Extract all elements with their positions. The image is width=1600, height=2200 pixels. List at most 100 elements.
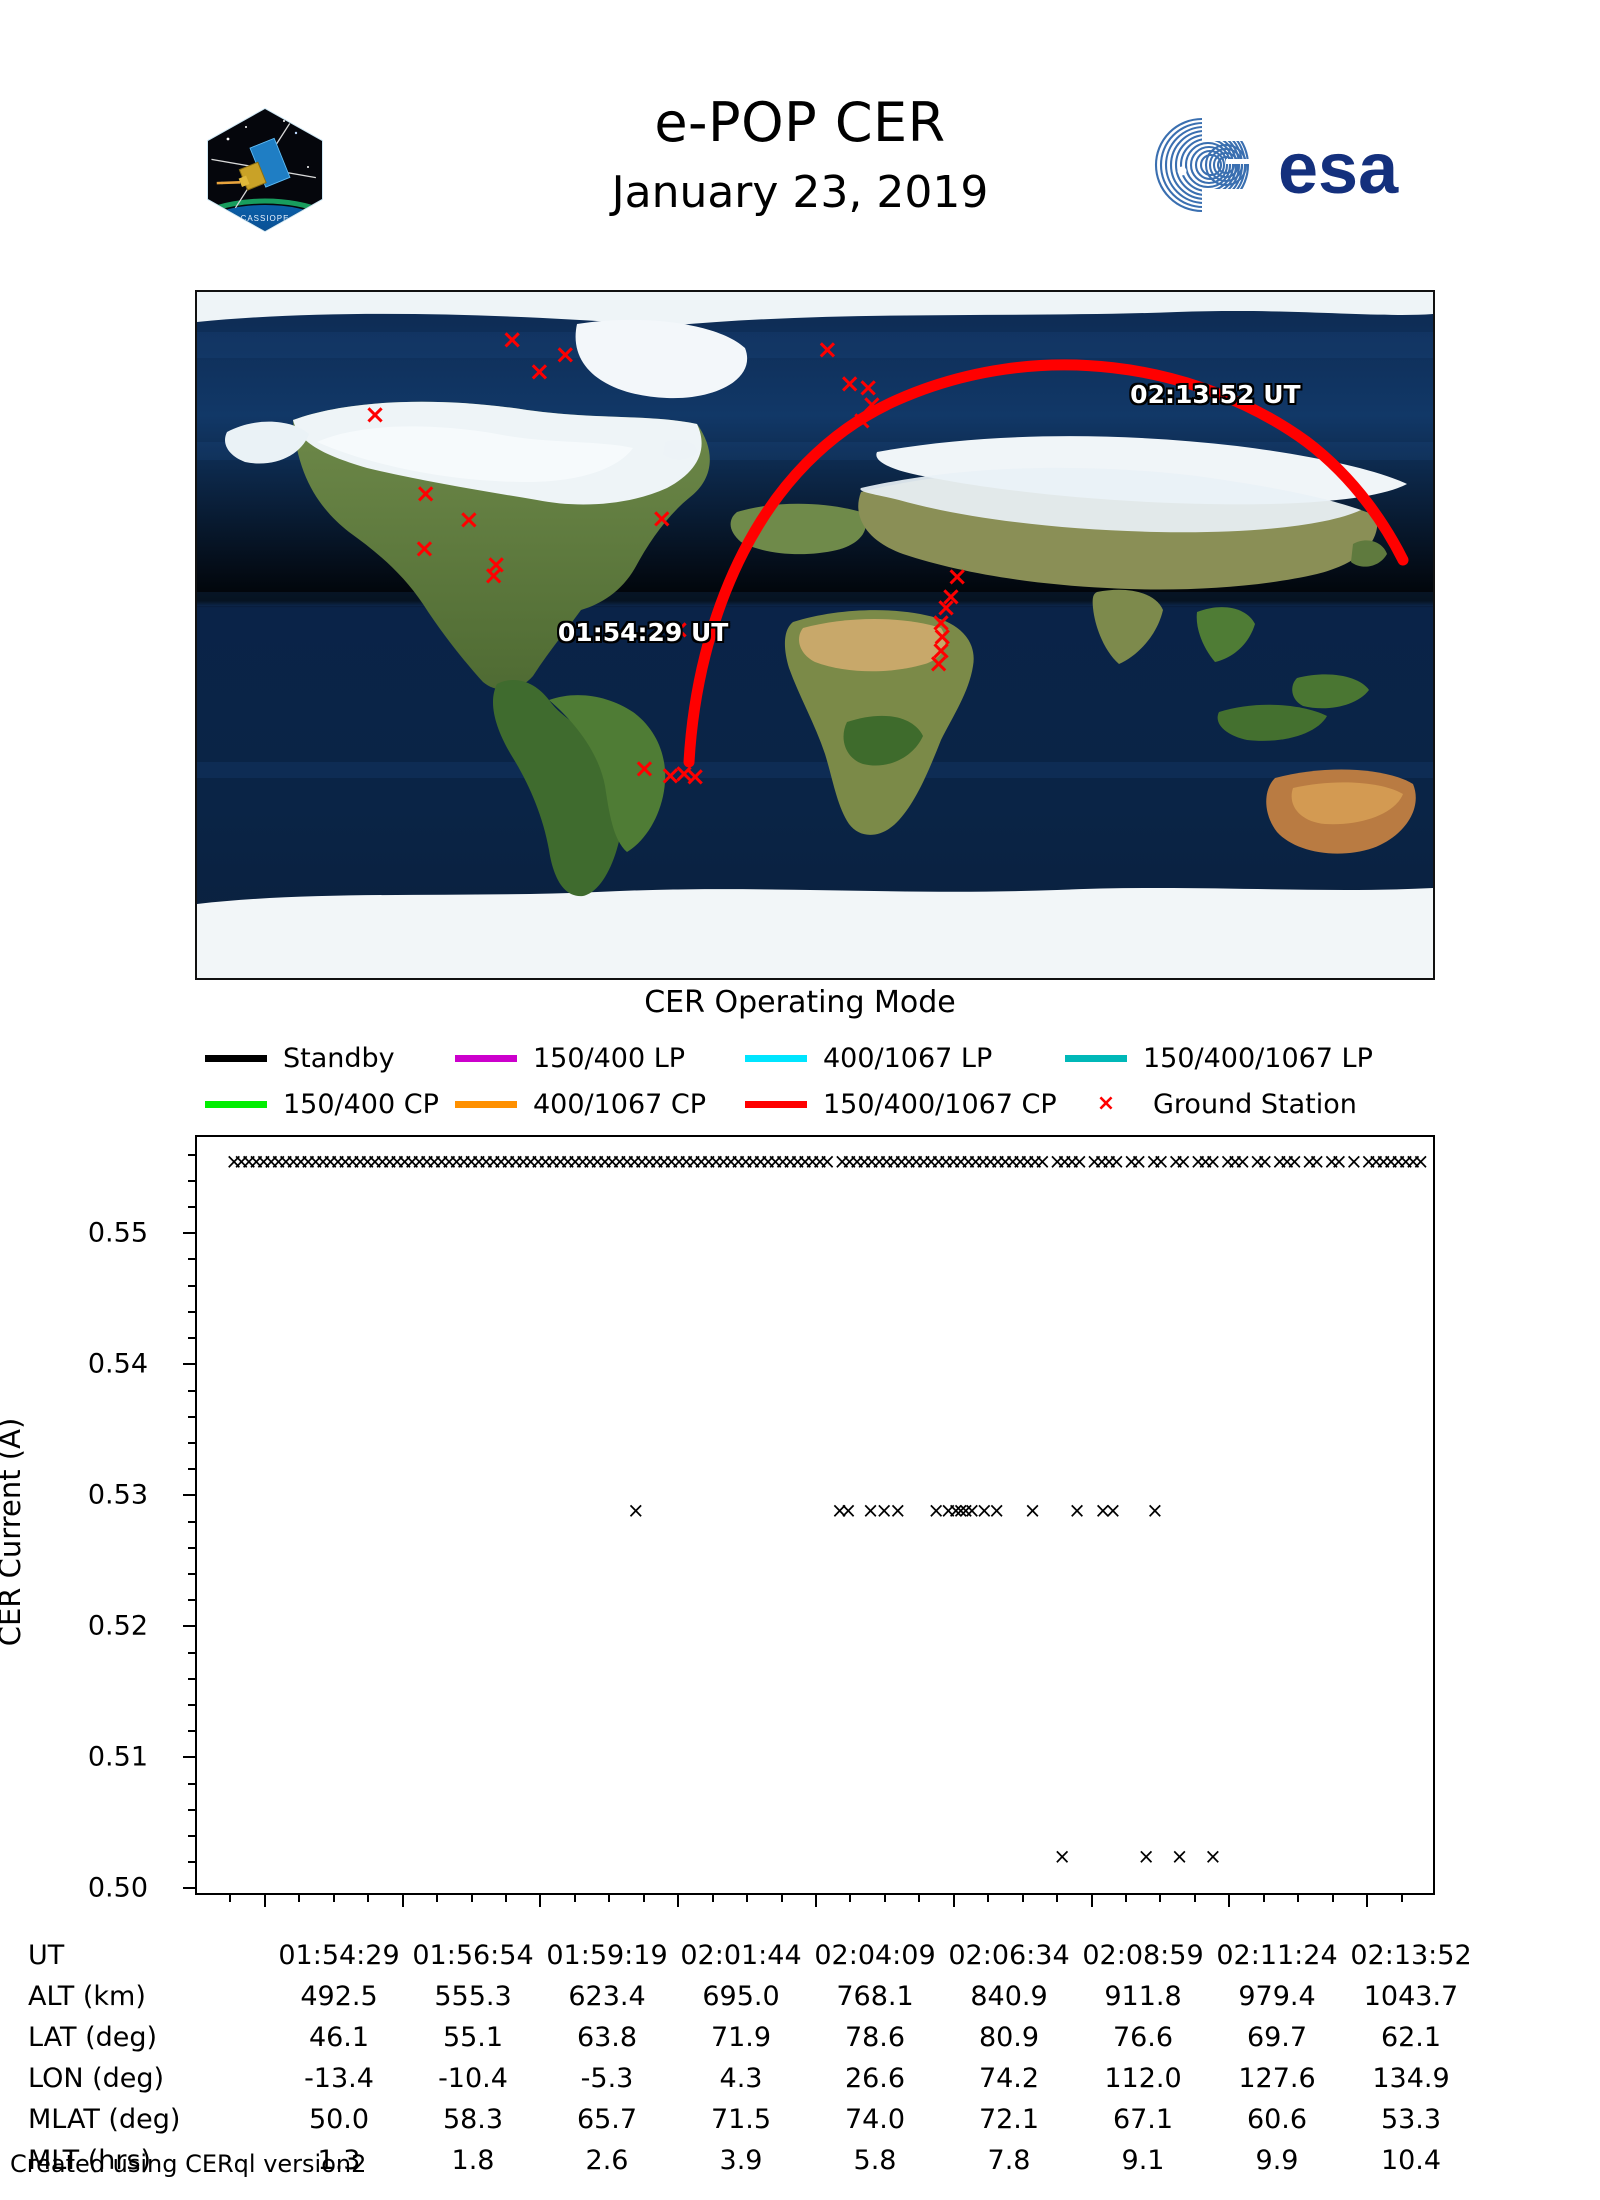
data-point-marker: ×: [974, 1149, 992, 1174]
esa-logo: esa: [1150, 115, 1450, 215]
data-point-marker: ×: [1270, 1149, 1289, 1174]
table-cell: 02:08:59: [1082, 1940, 1204, 1971]
ground-station-marker: ×: [673, 758, 695, 789]
data-point-marker: ×: [744, 1149, 762, 1174]
footer-credit: Created using CERql version2: [10, 2150, 367, 2178]
data-point-marker: ×: [796, 1149, 814, 1174]
data-point-marker: ×: [395, 1149, 414, 1174]
data-point-marker: ×: [952, 1498, 970, 1523]
data-point-marker: ×: [366, 1149, 384, 1174]
data-point-marker: ×: [440, 1149, 458, 1174]
orbit-ground-track: [683, 359, 1409, 768]
data-point-marker: ×: [1053, 1844, 1071, 1868]
data-point-marker: ×: [900, 1149, 918, 1174]
data-point-marker: ×: [907, 1149, 926, 1174]
data-point-marker: ×: [536, 1149, 555, 1174]
table-row-label: ALT (km): [28, 1981, 146, 2012]
data-point-marker: ×: [722, 1149, 740, 1174]
x-tick-mark: [263, 1895, 266, 1907]
legend-400-1067-lp[interactable]: 400/1067 LP: [745, 1043, 1065, 1074]
cer-current-plot[interactable]: × × × × × × × × × × × × × × × × × × × × × × × × × × × × × × × × × × × × × × × ×…: [195, 1135, 1435, 1895]
data-point-marker: ×: [1174, 1149, 1193, 1174]
data-point-marker: ×: [418, 1149, 436, 1174]
ground-station-marker: ×: [935, 592, 957, 623]
x-tick-minor: [229, 1895, 232, 1902]
data-point-marker: ×: [677, 1149, 696, 1174]
ground-track-map[interactable]: × × × × × × × × × × × × × × × × × × × × × × × × × × × 01:54:29 UT …: [195, 290, 1435, 980]
legend-ground-station[interactable]: × Ground Station: [1075, 1089, 1375, 1120]
data-point-marker: ×: [1092, 1149, 1111, 1174]
x-tick-minor: [918, 1895, 921, 1902]
ground-station-marker: ×: [930, 608, 952, 639]
data-point-marker: ×: [381, 1149, 399, 1174]
y-tick-minor: [188, 1310, 195, 1313]
data-point-marker: ×: [839, 1498, 858, 1523]
ground-station-marker: ×: [485, 550, 508, 581]
legend-400-1067-cp[interactable]: 400/1067 CP: [455, 1089, 745, 1120]
data-point-marker: ×: [848, 1149, 866, 1174]
data-point-marker: ×: [625, 1149, 644, 1174]
table-cell: 55.1: [442, 2022, 504, 2053]
data-point-marker: ×: [343, 1149, 362, 1174]
legend-standby[interactable]: Standby: [205, 1043, 455, 1074]
ground-station-marker: ×: [650, 504, 673, 535]
table-cell: 76.6: [1112, 2022, 1174, 2053]
table-cell: 74.0: [844, 2104, 906, 2135]
ground-station-marker: ×: [633, 754, 656, 785]
data-point-marker: ×: [963, 1498, 981, 1523]
data-point-marker: ×: [1300, 1149, 1319, 1174]
ephemeris-table: UT 01:54:29 01:56:54 01:59:19 02:01:44 02:04:…: [28, 1935, 1478, 2181]
data-point-marker: ×: [1033, 1149, 1052, 1174]
table-cell: 78.6: [844, 2022, 906, 2053]
x-tick-minor: [987, 1895, 990, 1902]
data-point-marker: ×: [647, 1149, 666, 1174]
ground-station-marker: ×: [528, 356, 551, 387]
legend-150-400-lp[interactable]: 150/400 LP: [455, 1043, 745, 1074]
data-point-marker: ×: [232, 1149, 251, 1174]
x-tick-minor: [332, 1895, 335, 1902]
legend-150-400-1067-lp[interactable]: 150/400/1067 LP: [1065, 1043, 1395, 1074]
y-tick-minor: [188, 1808, 195, 1811]
data-point-marker: ×: [455, 1149, 473, 1174]
data-point-marker: ×: [1011, 1149, 1029, 1174]
ground-station-marker: ×: [458, 505, 480, 536]
data-point-marker: ×: [914, 1149, 933, 1174]
data-point-marker: ×: [877, 1149, 896, 1174]
table-cell: 7.8: [987, 2145, 1031, 2176]
x-tick-minor: [573, 1895, 576, 1902]
x-tick-mark: [952, 1895, 955, 1907]
x-tick-mark: [401, 1895, 404, 1907]
data-point-marker: ×: [863, 1149, 881, 1174]
y-tick-minor: [188, 1153, 195, 1156]
ground-station-marker: ×: [364, 400, 386, 431]
data-point-marker: ×: [410, 1149, 429, 1174]
legend-label: 150/400 CP: [283, 1088, 439, 1120]
legend-label: 400/1067 CP: [533, 1088, 707, 1120]
legend-150-400-cp[interactable]: 150/400 CP: [205, 1089, 455, 1120]
table-cell: -10.4: [438, 2063, 508, 2094]
legend-color-swatch: [745, 1054, 807, 1062]
y-tick-mark: [183, 1232, 195, 1235]
data-point-marker: ×: [788, 1149, 807, 1174]
data-point-marker: ×: [989, 1149, 1007, 1174]
legend-150-400-1067-cp[interactable]: 150/400/1067 CP: [745, 1089, 1075, 1120]
y-tick-minor: [188, 1415, 195, 1418]
data-point-marker: ×: [1170, 1844, 1189, 1868]
x-tick-mark: [815, 1895, 817, 1907]
table-cell: 69.7: [1246, 2022, 1308, 2053]
data-point-marker: ×: [1023, 1498, 1042, 1523]
legend-color-swatch: [1065, 1054, 1127, 1062]
data-point-marker: ×: [1285, 1149, 1304, 1174]
data-point-marker: ×: [581, 1149, 599, 1174]
table-cell: 02:01:44: [680, 1940, 802, 1971]
table-row: LON (deg) -13.4 -10.4 -5.3 4.3 26.6 74.2 112.0 1…: [28, 2058, 1478, 2099]
data-point-marker: ×: [1048, 1149, 1067, 1174]
data-point-marker: ×: [803, 1149, 822, 1174]
y-tick-mark: [183, 1625, 195, 1628]
x-tick-minor: [298, 1895, 301, 1902]
table-row: UT 01:54:29 01:56:54 01:59:19 02:01:44 02:04:…: [28, 1935, 1478, 1976]
scatter-markers-layer: × × × × × × × × × × × × × × × × × × × × × × × × × × × × × × × × × × × × × × × ×…: [197, 1137, 1433, 1893]
data-point-marker: ×: [358, 1149, 377, 1174]
data-point-marker: ×: [1189, 1149, 1207, 1174]
data-point-marker: ×: [262, 1149, 280, 1174]
